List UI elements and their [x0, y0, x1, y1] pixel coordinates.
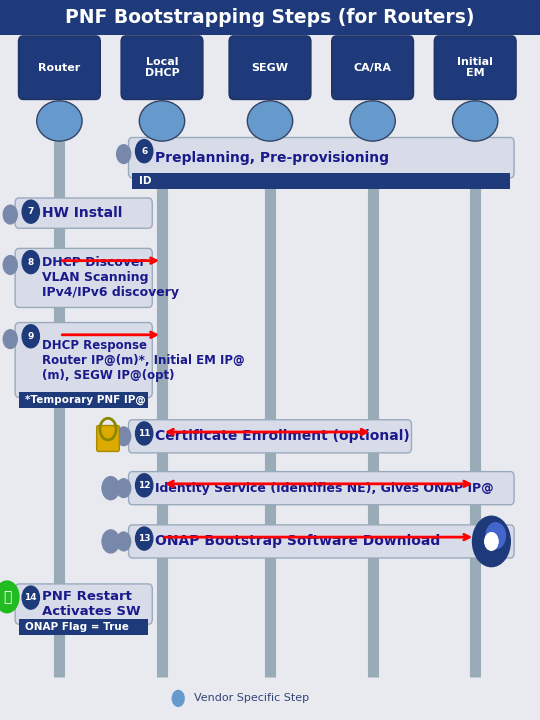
Text: *Temporary PNF IP@: *Temporary PNF IP@ — [25, 395, 146, 405]
Circle shape — [117, 145, 131, 163]
FancyBboxPatch shape — [15, 248, 152, 307]
Text: ⏻: ⏻ — [3, 590, 11, 604]
Text: DHCP Discover
VLAN Scanning
IPv4/IPv6 discovery: DHCP Discover VLAN Scanning IPv4/IPv6 di… — [42, 256, 179, 300]
FancyBboxPatch shape — [15, 198, 152, 228]
Text: ONAP Bootstrap Software Download: ONAP Bootstrap Software Download — [155, 534, 440, 549]
Text: Router: Router — [38, 63, 80, 73]
Circle shape — [485, 533, 498, 550]
Circle shape — [22, 251, 39, 274]
Text: HW Install: HW Install — [42, 206, 122, 220]
FancyBboxPatch shape — [129, 525, 514, 558]
Text: 13: 13 — [138, 534, 151, 543]
Text: Identity Service (Identifies NE), Gives ONAP IP@: Identity Service (Identifies NE), Gives … — [155, 482, 494, 495]
Text: 7: 7 — [28, 207, 34, 216]
Ellipse shape — [139, 101, 185, 141]
FancyBboxPatch shape — [19, 392, 149, 408]
Circle shape — [102, 530, 119, 553]
Circle shape — [472, 516, 510, 567]
FancyBboxPatch shape — [15, 323, 152, 397]
Text: DHCP Response
Router IP@(m)*, Initial EM IP@
(m), SEGW IP@(opt): DHCP Response Router IP@(m)*, Initial EM… — [42, 338, 244, 382]
Text: 8: 8 — [28, 258, 34, 266]
Circle shape — [136, 474, 153, 497]
Text: CA/RA: CA/RA — [354, 63, 391, 73]
Circle shape — [22, 200, 39, 223]
Text: Initial
EM: Initial EM — [457, 57, 493, 78]
Circle shape — [117, 479, 131, 498]
Text: PNF Bootstrapping Steps (for Routers): PNF Bootstrapping Steps (for Routers) — [65, 8, 475, 27]
Circle shape — [22, 586, 39, 609]
Circle shape — [3, 205, 17, 224]
Text: Certificate Enrollment (optional): Certificate Enrollment (optional) — [155, 429, 410, 444]
Text: 12: 12 — [138, 481, 151, 490]
Circle shape — [102, 477, 119, 500]
FancyBboxPatch shape — [129, 472, 514, 505]
FancyBboxPatch shape — [0, 0, 540, 35]
FancyBboxPatch shape — [19, 619, 149, 635]
Text: Local
DHCP: Local DHCP — [145, 57, 179, 78]
Text: ONAP Flag = True: ONAP Flag = True — [25, 622, 129, 632]
Circle shape — [486, 523, 505, 549]
FancyBboxPatch shape — [15, 584, 152, 624]
Circle shape — [136, 422, 153, 445]
Circle shape — [3, 330, 17, 348]
FancyBboxPatch shape — [97, 426, 119, 451]
Circle shape — [3, 591, 17, 610]
Text: PNF Restart
Activates SW: PNF Restart Activates SW — [42, 590, 140, 618]
Circle shape — [136, 527, 153, 550]
Circle shape — [172, 690, 184, 706]
Text: 9: 9 — [28, 332, 34, 341]
Text: 14: 14 — [24, 593, 37, 602]
FancyBboxPatch shape — [129, 420, 411, 453]
FancyBboxPatch shape — [121, 36, 203, 99]
Text: Preplanning, Pre-provisioning: Preplanning, Pre-provisioning — [155, 150, 389, 165]
Circle shape — [117, 532, 131, 551]
FancyBboxPatch shape — [434, 36, 516, 99]
Circle shape — [22, 325, 39, 348]
FancyBboxPatch shape — [132, 173, 510, 189]
Circle shape — [136, 140, 153, 163]
FancyBboxPatch shape — [229, 36, 311, 99]
Text: ID: ID — [139, 176, 151, 186]
Text: SEGW: SEGW — [252, 63, 288, 73]
Text: 11: 11 — [138, 429, 151, 438]
FancyBboxPatch shape — [18, 36, 100, 99]
Circle shape — [485, 533, 498, 550]
FancyBboxPatch shape — [129, 138, 514, 178]
Ellipse shape — [350, 101, 395, 141]
FancyBboxPatch shape — [332, 36, 414, 99]
Text: 6: 6 — [141, 147, 147, 156]
Ellipse shape — [37, 101, 82, 141]
Ellipse shape — [247, 101, 293, 141]
Text: Vendor Specific Step: Vendor Specific Step — [194, 693, 309, 703]
Ellipse shape — [453, 101, 498, 141]
Circle shape — [3, 256, 17, 274]
Circle shape — [0, 581, 19, 613]
Circle shape — [117, 427, 131, 446]
